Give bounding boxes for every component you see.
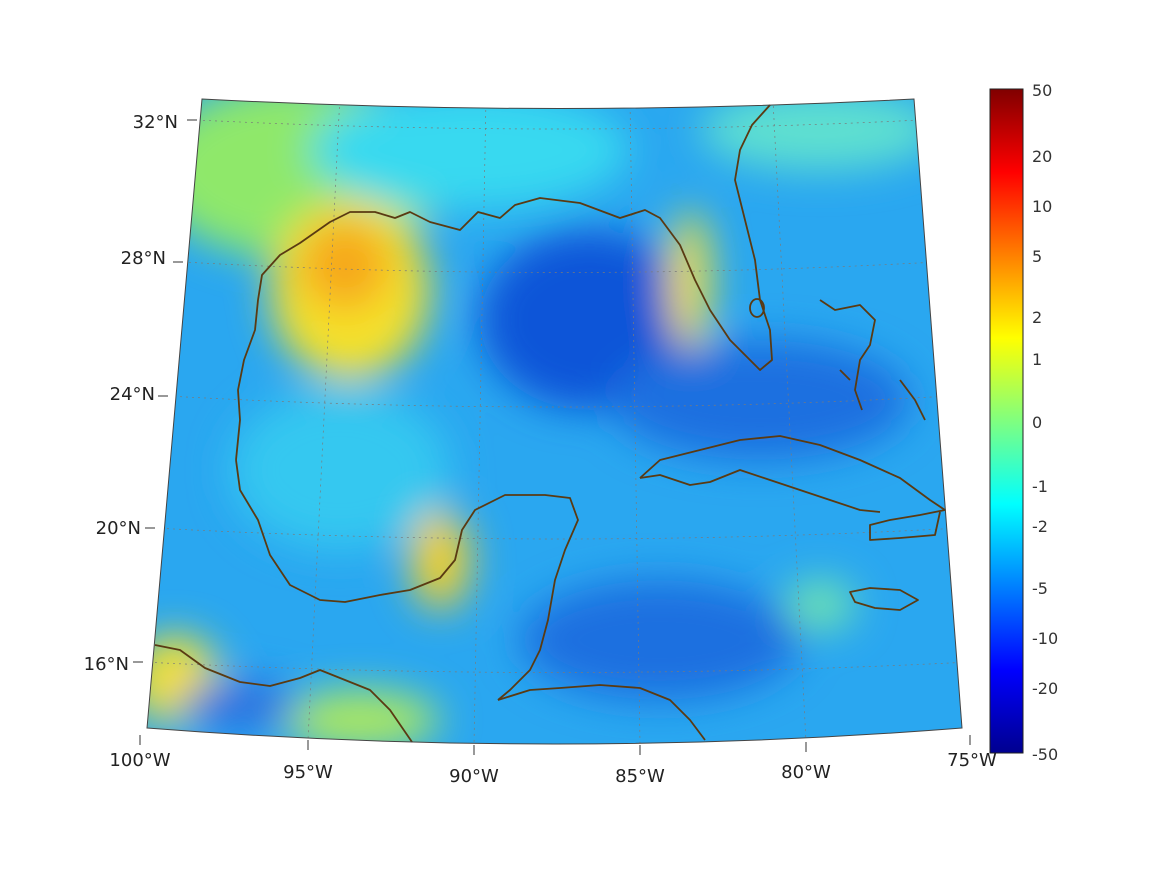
colorbar-tick-label: -50 bbox=[1032, 745, 1058, 764]
lon-label-80: 80°W bbox=[781, 762, 831, 783]
graticule bbox=[147, 99, 962, 744]
bahamas-coastline bbox=[819, 299, 926, 421]
colorbar-tick-label: 5 bbox=[1032, 247, 1042, 266]
colorbar-tick-label: 1 bbox=[1032, 350, 1042, 369]
mexico-gulf-coastline bbox=[235, 459, 579, 701]
lon-label-90: 90°W bbox=[449, 766, 499, 787]
lat-label-20: 20°N bbox=[96, 518, 141, 539]
lat-label-32: 32°N bbox=[133, 112, 178, 133]
colorbar-gradient bbox=[989, 88, 1024, 754]
lat-label-24: 24°N bbox=[110, 384, 155, 405]
colorbar-tick-label: -1 bbox=[1032, 477, 1048, 496]
colorbar-tick-label: -2 bbox=[1032, 517, 1048, 536]
tick-marks bbox=[133, 119, 971, 755]
mexico-pacific-coastline bbox=[154, 644, 413, 743]
lon-label-95: 95°W bbox=[283, 762, 333, 783]
colorbar-tick-label: 20 bbox=[1032, 147, 1052, 166]
cuba-coastline bbox=[639, 435, 946, 541]
lon-label-85: 85°W bbox=[615, 766, 665, 787]
map-frame bbox=[146, 98, 963, 745]
colorbar-tick-label: 50 bbox=[1032, 81, 1052, 100]
colorbar-tick-label: 2 bbox=[1032, 308, 1042, 327]
lat-label-16: 16°N bbox=[84, 654, 129, 675]
data-field bbox=[147, 99, 962, 744]
lon-label-75: 75°W bbox=[947, 750, 997, 771]
jamaica-coastline bbox=[849, 587, 919, 611]
colorbar-tick-label: -10 bbox=[1032, 629, 1058, 648]
lon-label-100: 100°W bbox=[109, 750, 170, 771]
colorbar-tick-label: -5 bbox=[1032, 579, 1048, 598]
colorbar-tick-label: 10 bbox=[1032, 197, 1052, 216]
central-america-coastline bbox=[497, 684, 706, 741]
coastlines bbox=[154, 104, 946, 743]
colorbar-tick-label: 0 bbox=[1032, 413, 1042, 432]
longitude-labels: 100°W 95°W 90°W 85°W 80°W 75°W bbox=[109, 750, 997, 787]
lat-label-28: 28°N bbox=[121, 248, 166, 269]
latitude-labels: 32°N 28°N 24°N 20°N 16°N bbox=[84, 112, 178, 675]
colorbar-tick-label: -20 bbox=[1032, 679, 1058, 698]
